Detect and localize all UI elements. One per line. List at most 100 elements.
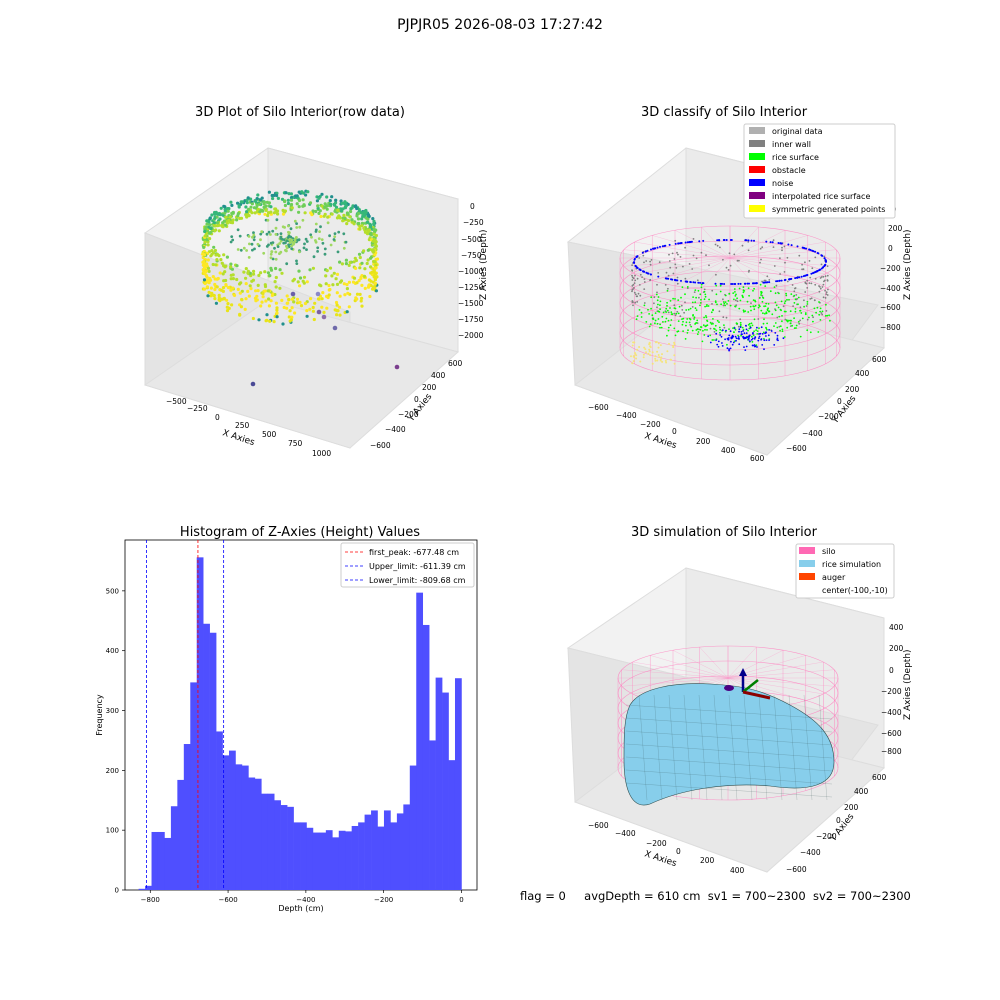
rice-surface-point — [703, 298, 706, 301]
interior-point — [274, 250, 278, 254]
ring-point — [372, 219, 376, 223]
ring-point — [253, 199, 257, 203]
ring-point — [264, 299, 268, 303]
rice-surface-point — [786, 320, 789, 323]
z-tick: −800 — [881, 747, 902, 756]
rice-surface-point — [786, 326, 789, 329]
noise-point — [806, 274, 809, 276]
ring-point — [239, 216, 244, 220]
rice-surface-point — [695, 296, 697, 299]
rice-surface-point — [669, 324, 672, 327]
wire-spoke — [621, 669, 729, 679]
wire-spoke — [672, 650, 729, 679]
rice-surface-point — [764, 305, 767, 307]
rice-surface-point — [760, 292, 763, 295]
ring-point — [225, 221, 229, 225]
inner-wall-point — [805, 305, 808, 307]
symmetric-point — [631, 362, 634, 365]
inner-wall-point — [824, 289, 826, 292]
interior-point — [302, 246, 306, 250]
inner-wall-point — [638, 284, 641, 286]
histogram-bar — [442, 692, 449, 890]
inner-wall-point — [822, 296, 825, 299]
symmetric-point — [633, 341, 636, 344]
ring-point — [230, 203, 234, 207]
rice-surface-point — [719, 331, 721, 334]
legend-label: silo — [822, 547, 836, 556]
noise-point — [816, 269, 819, 272]
rice-surface-point — [779, 308, 782, 311]
rice-surface-point — [773, 286, 776, 288]
rice-surface-point — [715, 293, 718, 296]
noise-point — [738, 343, 741, 346]
noise-point — [750, 239, 753, 242]
ring-point — [275, 308, 279, 312]
histogram-bar — [138, 888, 146, 890]
ring-point — [205, 219, 209, 223]
ring-point — [278, 268, 282, 272]
noise-point — [725, 239, 728, 241]
inner-wall-point — [773, 265, 776, 267]
wire-spoke — [729, 257, 826, 275]
interior-point — [329, 243, 333, 247]
ring-point — [373, 253, 377, 257]
rice-surface-point — [662, 311, 665, 314]
rice-surface-point — [699, 293, 702, 296]
ring-point — [374, 289, 378, 293]
rice-surface-point — [752, 289, 754, 292]
inner-wall-point — [801, 268, 803, 271]
axis-z-classify: 200 200 0 −200 −400 −600 −800 Z Axies (D… — [880, 205, 913, 332]
rice-surface-point — [677, 312, 680, 315]
rice-surface-point — [764, 285, 767, 287]
ring-point — [330, 274, 334, 278]
ring-point — [335, 291, 339, 295]
ring-point — [311, 266, 315, 270]
ring-point — [335, 313, 339, 317]
noise-point — [761, 344, 764, 346]
rice-surface-point — [750, 309, 752, 312]
inner-wall-point — [633, 291, 636, 294]
rice-surface-point — [797, 303, 799, 306]
rice-surface-point — [691, 329, 694, 332]
ring-point — [253, 211, 257, 215]
inner-wall-point — [643, 281, 646, 283]
ring-point — [246, 207, 251, 211]
ring-point — [305, 309, 309, 313]
ring-point — [372, 274, 376, 278]
rice-surface-point — [654, 312, 657, 314]
inner-wall-point — [814, 283, 817, 286]
ring-point — [332, 271, 336, 275]
mesh-line — [698, 694, 708, 801]
symmetric-point — [638, 346, 641, 348]
inner-wall-point — [725, 316, 728, 319]
ring-point — [316, 204, 320, 208]
ring-point — [373, 281, 377, 285]
rice-surface-point — [821, 310, 824, 313]
ring-point — [210, 213, 214, 217]
mesh-line — [758, 694, 768, 801]
rice-surface-point — [666, 304, 668, 307]
histogram-bar — [190, 682, 198, 890]
rice-surface-point — [751, 324, 754, 327]
ring-point — [352, 260, 356, 264]
interior-point — [296, 238, 300, 242]
ring-point — [325, 306, 329, 310]
rice-surface-point — [737, 334, 739, 337]
ring-point — [221, 225, 225, 229]
inner-wall-point — [684, 301, 686, 304]
histogram-bar — [235, 764, 243, 890]
z-tick: 0 — [888, 244, 893, 253]
interior-point — [287, 224, 290, 228]
ring-point — [236, 214, 240, 218]
rice-surface-point — [755, 329, 757, 331]
ring-point — [287, 297, 291, 302]
rice-surface-point — [726, 303, 728, 305]
ring-point — [225, 255, 229, 259]
symmetric-point — [648, 350, 651, 353]
wire-spoke — [621, 677, 729, 687]
ring-point — [373, 266, 378, 270]
ring-point — [347, 280, 351, 284]
ring-point — [338, 294, 342, 298]
ring-point — [256, 207, 260, 211]
